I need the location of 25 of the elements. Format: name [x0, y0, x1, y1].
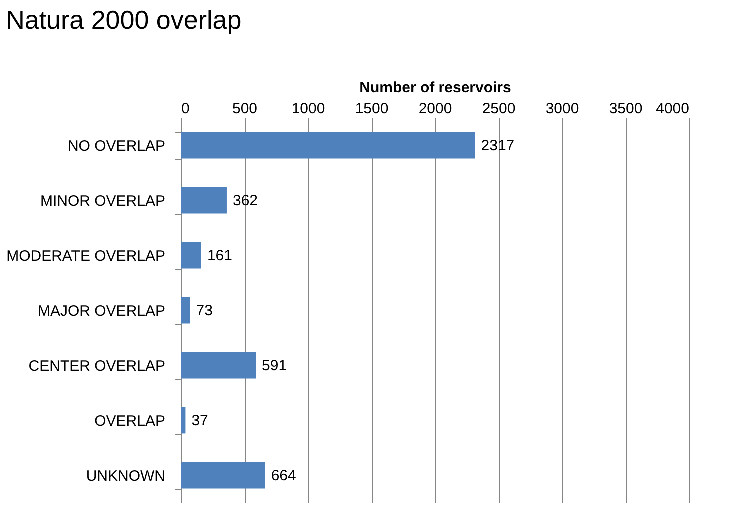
y-tick-label: CENTER OVERLAP — [28, 358, 166, 375]
y-tick-label: UNKNOWN — [86, 468, 166, 485]
x-axis-title: Number of reservoirs — [360, 80, 512, 96]
y-tick-label: MODERATE OVERLAP — [6, 248, 166, 265]
data-label: 2317 — [481, 138, 515, 154]
x-tick-label: 1000 — [292, 100, 326, 118]
y-tick-label: NO OVERLAP — [68, 138, 166, 155]
data-label: 664 — [271, 468, 296, 484]
data-label: 161 — [207, 248, 232, 264]
y-tick-label: OVERLAP — [94, 413, 166, 430]
x-tick-label: 3000 — [546, 100, 580, 118]
data-label: 73 — [196, 302, 213, 320]
y-tick-label: MINOR OVERLAP — [40, 193, 166, 210]
y-tick-label: MAJOR OVERLAP — [38, 303, 166, 320]
x-tick-label: 1500 — [355, 100, 389, 118]
x-tick-label: 3500 — [609, 100, 643, 118]
x-tick-label: 4000 — [656, 100, 690, 118]
data-label: 362 — [232, 192, 258, 210]
data-label: 37 — [192, 412, 208, 430]
chart-title: Natura 2000 overlap — [6, 5, 242, 35]
x-tick-label: 500 — [232, 100, 258, 118]
x-tick-label: 2000 — [418, 100, 452, 118]
x-tick-label: 2500 — [482, 100, 516, 118]
data-label: 591 — [262, 358, 288, 374]
x-tick-label: 0 — [182, 100, 190, 118]
